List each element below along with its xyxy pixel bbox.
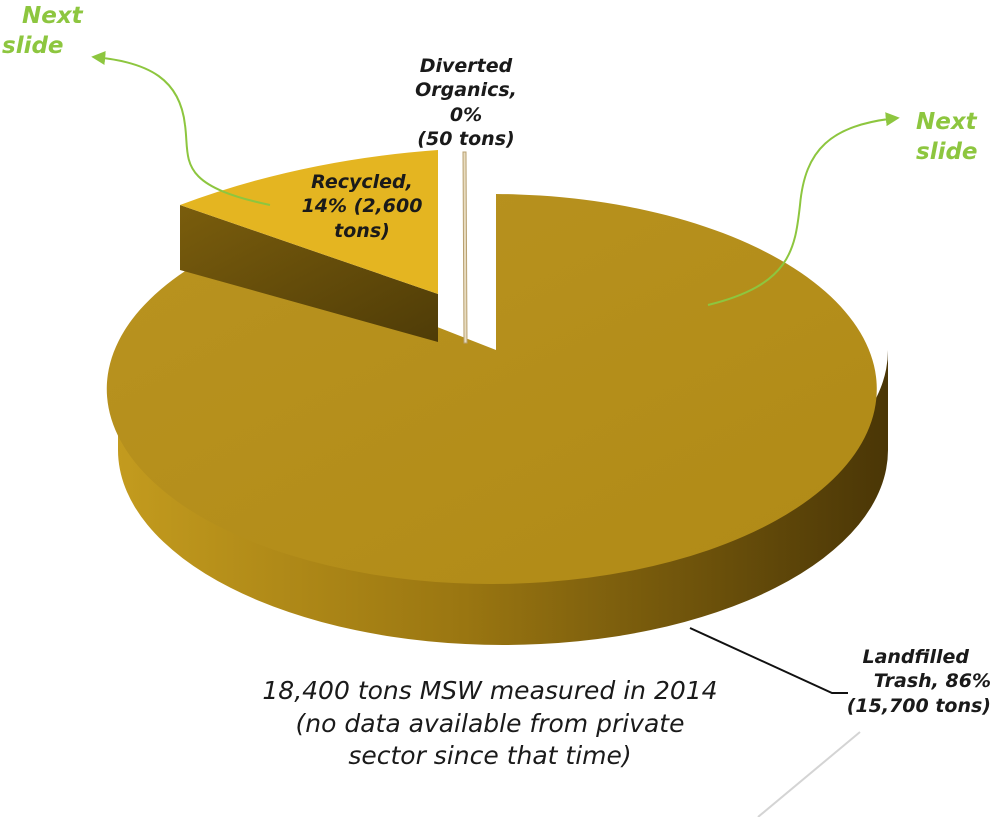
left-next-arrow bbox=[91, 51, 271, 206]
recycled-slice bbox=[180, 150, 438, 294]
recycled-label: Recycled, 14% (2,600 tons) bbox=[301, 171, 423, 242]
landfilled-leader-line bbox=[689, 627, 848, 694]
landfilled-slice-side bbox=[118, 350, 888, 645]
right-next-arrow bbox=[707, 112, 900, 306]
organics-label: Diverted Organics, 0% (50 tons) bbox=[415, 55, 517, 150]
chart-caption: 18,400 tons MSW measured in 2014 (no dat… bbox=[262, 676, 718, 770]
next-slide-link-right[interactable]: Next slide bbox=[916, 109, 978, 165]
next-slide-link-left[interactable]: Next slide bbox=[2, 3, 83, 59]
decorative-line bbox=[757, 731, 861, 817]
recycled-slice-side bbox=[180, 205, 438, 342]
organics-slice bbox=[462, 151, 468, 344]
landfilled-label: Landfilled Trash, 86% (15,700 tons) bbox=[846, 646, 991, 717]
